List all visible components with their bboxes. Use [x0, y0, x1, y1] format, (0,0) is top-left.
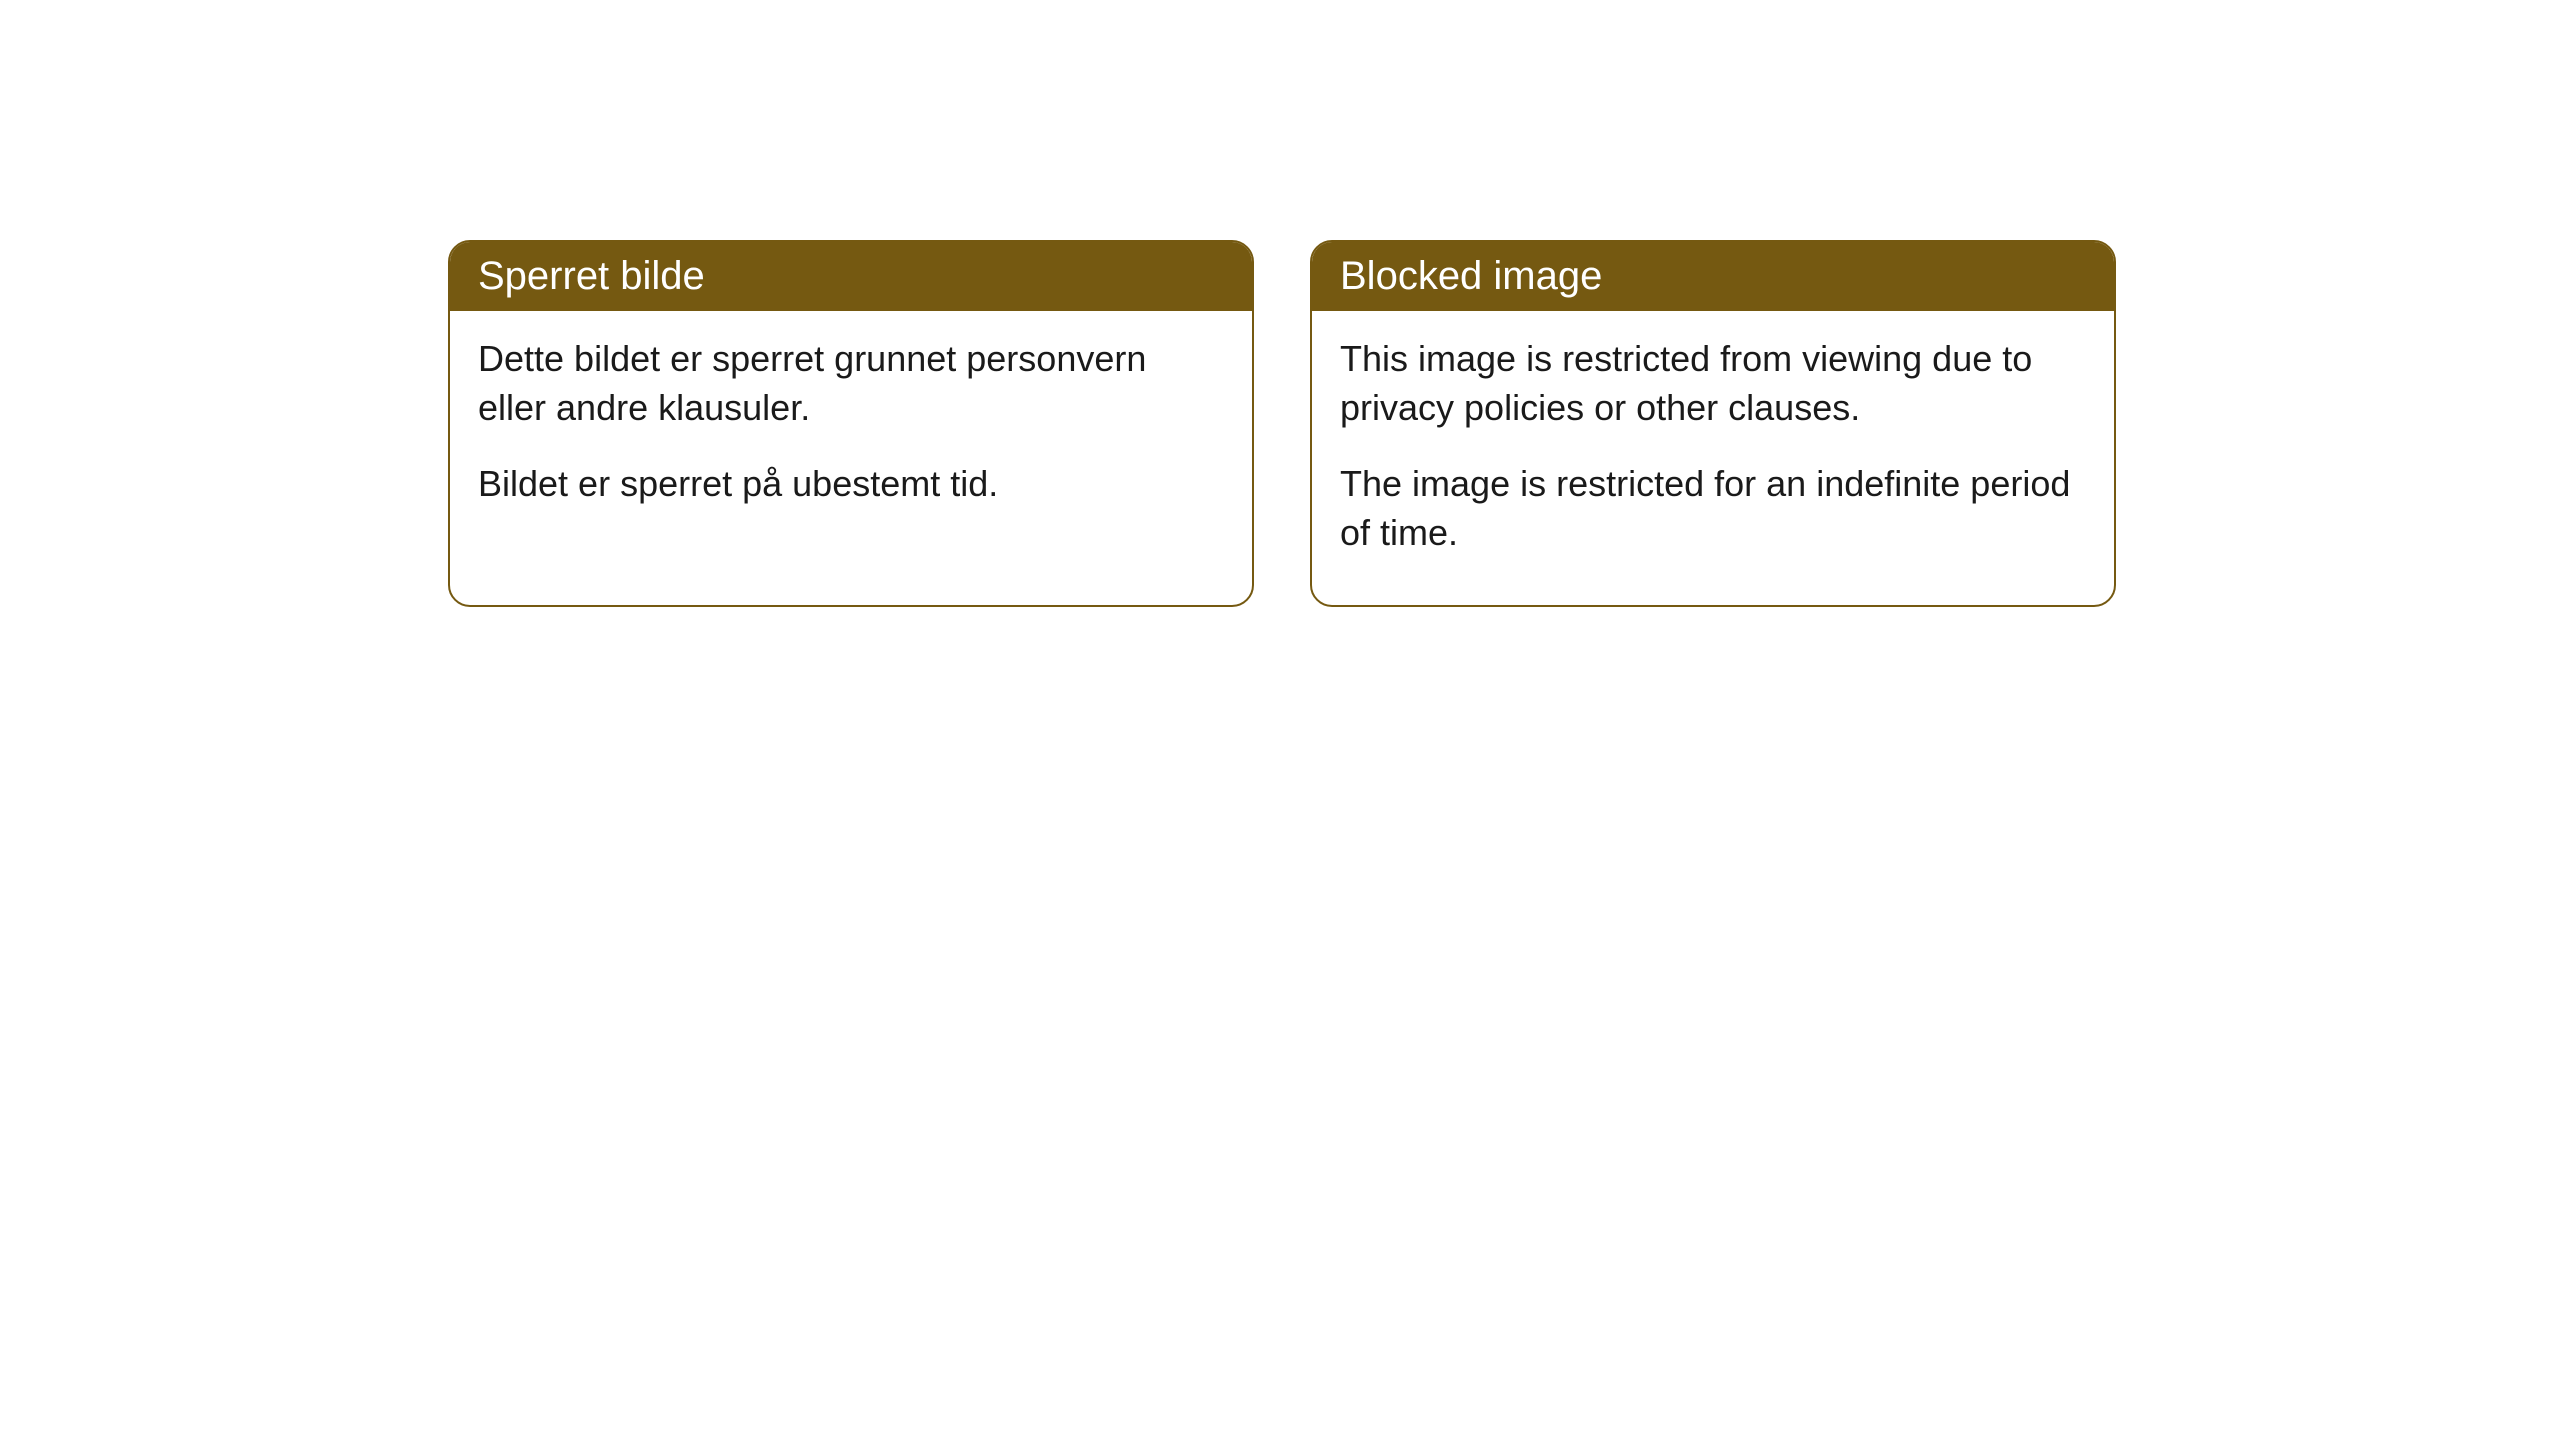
card-header: Blocked image	[1312, 242, 2114, 311]
card-title: Sperret bilde	[478, 254, 705, 298]
card-paragraph: Bildet er sperret på ubestemt tid.	[478, 460, 1224, 509]
notice-card-norwegian: Sperret bilde Dette bildet er sperret gr…	[448, 240, 1254, 607]
card-paragraph: Dette bildet er sperret grunnet personve…	[478, 335, 1224, 432]
card-paragraph: This image is restricted from viewing du…	[1340, 335, 2086, 432]
card-body: This image is restricted from viewing du…	[1312, 311, 2114, 605]
notice-cards-container: Sperret bilde Dette bildet er sperret gr…	[448, 240, 2560, 607]
card-paragraph: The image is restricted for an indefinit…	[1340, 460, 2086, 557]
notice-card-english: Blocked image This image is restricted f…	[1310, 240, 2116, 607]
card-title: Blocked image	[1340, 254, 1602, 298]
card-body: Dette bildet er sperret grunnet personve…	[450, 311, 1252, 557]
card-header: Sperret bilde	[450, 242, 1252, 311]
